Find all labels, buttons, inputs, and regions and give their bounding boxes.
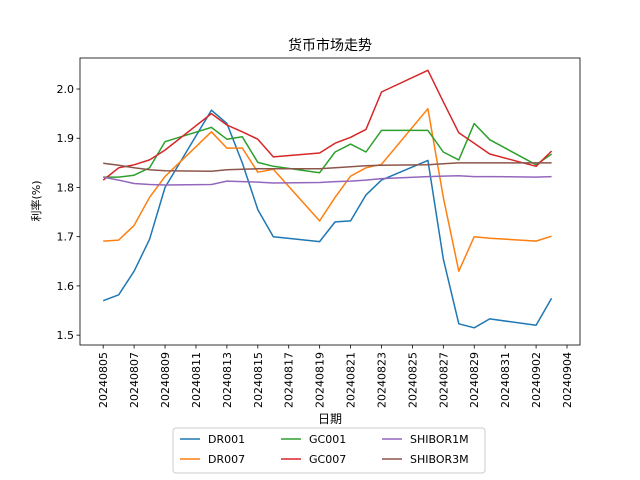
y-tick-label: 1.6 xyxy=(57,280,75,293)
legend-label: DR001 xyxy=(208,433,245,446)
x-tick-label: 20240831 xyxy=(499,352,512,408)
series-line-gc007 xyxy=(102,69,553,181)
y-tick-label: 2.0 xyxy=(57,83,75,96)
x-tick-label: 20240825 xyxy=(406,352,419,408)
x-tick-label: 20240805 xyxy=(97,352,110,408)
x-tick-label: 20240821 xyxy=(345,352,358,408)
x-tick-label: 20240829 xyxy=(468,352,481,408)
y-tick-label: 1.5 xyxy=(57,329,75,342)
x-tick-label: 20240817 xyxy=(283,352,296,408)
x-tick-label: 20240813 xyxy=(221,352,234,408)
y-tick-label: 1.9 xyxy=(57,132,75,145)
legend-label: GC001 xyxy=(309,433,346,446)
x-tick-label: 20240807 xyxy=(128,352,141,408)
legend: DR001 DR007 GC001 GC007 SHIBOR1M SHIBOR3M xyxy=(172,427,486,474)
y-tick-label: 1.8 xyxy=(57,181,75,194)
chart-title: 货币市场走势 xyxy=(288,37,372,54)
x-tick-label: 20240827 xyxy=(437,352,450,408)
series-line-dr001 xyxy=(102,109,553,329)
legend-label: DR007 xyxy=(208,453,245,466)
series-line-dr007 xyxy=(103,107,552,272)
x-tick-label: 20240809 xyxy=(159,352,172,408)
legend-label: GC007 xyxy=(309,453,346,466)
x-tick-label: 20240819 xyxy=(314,352,327,408)
y-tick-label: 1.7 xyxy=(57,231,75,244)
plot-frame xyxy=(79,57,581,346)
x-axis-label: 日期 xyxy=(318,412,342,426)
x-tick-label: 20240902 xyxy=(530,352,543,408)
x-tick-label: 20240811 xyxy=(190,352,203,408)
plot-area: 1.5 1.6 1.7 1.8 1.9 2.0 20240805 20240807 202408… xyxy=(57,57,581,408)
series-line-shibor1m xyxy=(103,174,552,186)
x-tick-label: 20240904 xyxy=(561,352,574,408)
legend-label: SHIBOR3M xyxy=(410,453,469,466)
x-tick-label: 20240823 xyxy=(375,352,388,408)
y-axis-label: 利率(%) xyxy=(29,180,43,221)
series-line-shibor3m xyxy=(103,162,552,172)
x-tick-label: 20240815 xyxy=(252,352,265,408)
legend-frame xyxy=(172,427,486,474)
legend-label: SHIBOR1M xyxy=(410,433,469,446)
